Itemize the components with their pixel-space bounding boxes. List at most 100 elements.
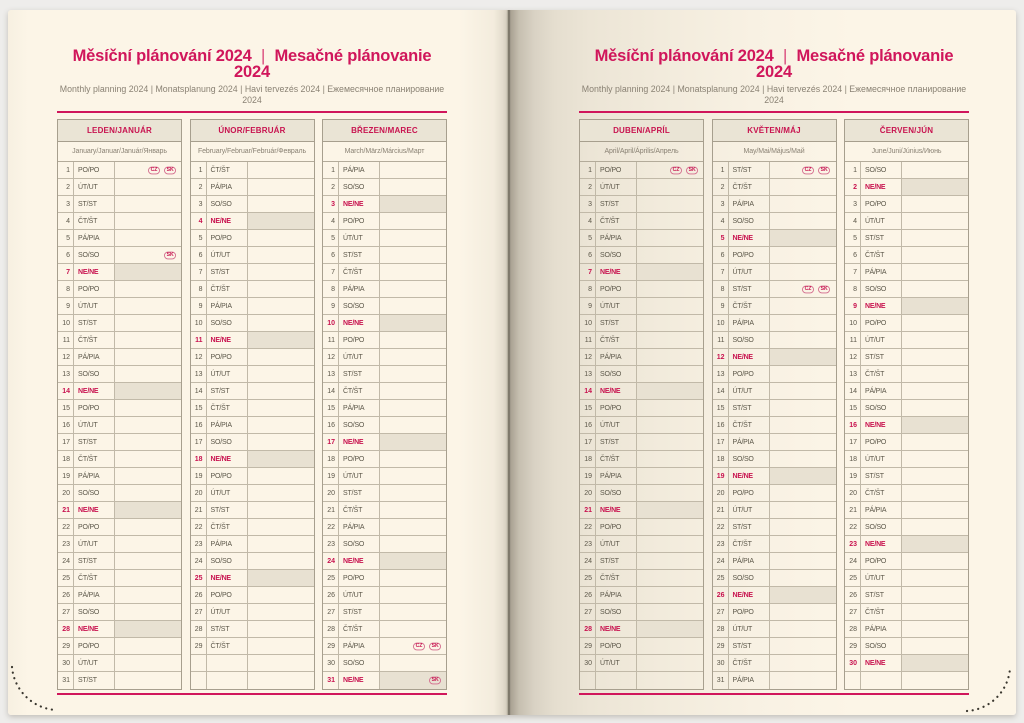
day-number: 31 <box>58 672 74 689</box>
day-row: 15 PÁ/PIA <box>323 400 446 417</box>
day-abbrev: PÁ/PIA <box>339 638 380 654</box>
title-divider: | <box>783 47 788 65</box>
day-note <box>248 400 314 416</box>
day-number: 15 <box>713 400 729 416</box>
day-row: 14 ÚT/UT <box>712 383 836 400</box>
day-note <box>637 264 703 280</box>
day-abbrev: PÁ/PIA <box>339 519 380 535</box>
day-note <box>248 264 314 280</box>
day-number: 27 <box>58 604 74 620</box>
day-number: 14 <box>323 383 339 399</box>
day-number: 9 <box>580 298 596 314</box>
day-note <box>637 604 703 620</box>
day-abbrev: ST/ST <box>861 468 902 484</box>
day-abbrev: SO/SO <box>207 315 248 331</box>
day-note <box>902 162 968 178</box>
day-row: 21 ST/ST <box>190 502 314 519</box>
day-number: 5 <box>191 230 207 246</box>
day-row: 6 ST/ST <box>323 247 446 264</box>
day-row: 10 NE/NE <box>323 315 446 332</box>
day-row: 1 ST/ST CZ SK <box>712 162 836 179</box>
day-abbrev: NE/NE <box>339 672 380 689</box>
day-number: 1 <box>323 162 339 178</box>
month-column: ÚNOR/FEBRUÁR February/Februar/Február/Фев… <box>189 119 315 690</box>
day-number: 15 <box>191 400 207 416</box>
day-abbrev: ÚT/UT <box>339 468 380 484</box>
day-number: 20 <box>580 485 596 501</box>
day-abbrev: SO/SO <box>339 536 380 552</box>
day-abbrev: PÁ/PIA <box>729 553 770 569</box>
day-note <box>248 434 314 450</box>
day-abbrev: PÁ/PIA <box>729 672 770 689</box>
day-note <box>902 332 968 348</box>
day-number: 19 <box>580 468 596 484</box>
day-abbrev: PO/PO <box>729 485 770 501</box>
day-abbrev: ÚT/UT <box>339 587 380 603</box>
day-number: 10 <box>58 315 74 331</box>
day-note <box>902 179 968 195</box>
day-abbrev: SO/SO <box>729 570 770 586</box>
day-abbrev: PÁ/PIA <box>74 349 115 365</box>
holiday-badge-sk: SK <box>818 166 831 174</box>
day-note <box>248 179 314 195</box>
day-number: 24 <box>713 553 729 569</box>
day-number: 27 <box>845 604 861 620</box>
day-row: 23 ČT/ŠT <box>712 536 836 553</box>
day-number: 13 <box>713 366 729 382</box>
day-row: 30 ÚT/UT <box>58 655 181 672</box>
day-row: 21 NE/NE <box>580 502 703 519</box>
top-rule <box>57 111 447 113</box>
title-czech: Měsíční plánování 2024 <box>594 47 774 65</box>
day-number: 21 <box>845 502 861 518</box>
day-row: 29 ČT/ŠT <box>190 638 314 655</box>
day-note <box>902 434 968 450</box>
day-number: 13 <box>580 366 596 382</box>
day-note <box>637 349 703 365</box>
day-row: 13 ČT/ŠT <box>845 366 968 383</box>
day-row: 10 PO/PO <box>845 315 968 332</box>
day-note <box>637 213 703 229</box>
day-number: 6 <box>191 247 207 263</box>
day-number: 23 <box>191 536 207 552</box>
day-note <box>248 485 314 501</box>
day-number: 23 <box>713 536 729 552</box>
day-number: 29 <box>580 638 596 654</box>
day-note <box>770 451 836 467</box>
day-number: 6 <box>323 247 339 263</box>
day-abbrev: PÁ/PIA <box>729 434 770 450</box>
day-abbrev: ČT/ŠT <box>729 655 770 671</box>
day-row: 11 ČT/ŠT <box>58 332 181 349</box>
day-note: SK <box>115 247 181 263</box>
day-abbrev: SO/SO <box>74 366 115 382</box>
day-abbrev: PO/PO <box>207 230 248 246</box>
day-row: 26 ÚT/UT <box>323 587 446 604</box>
day-number: 3 <box>580 196 596 212</box>
day-abbrev: ST/ST <box>74 672 115 689</box>
day-row: 16 ÚT/UT <box>58 417 181 434</box>
day-number: 16 <box>580 417 596 433</box>
day-row: 22 PÁ/PIA <box>323 519 446 536</box>
day-note <box>902 264 968 280</box>
day-number: 6 <box>580 247 596 263</box>
day-note <box>770 247 836 263</box>
bottom-rule <box>579 693 969 695</box>
day-note <box>115 553 181 569</box>
day-abbrev: ČT/ŠT <box>207 638 248 654</box>
day-number: 24 <box>845 553 861 569</box>
day-row: 8 ČT/ŠT <box>190 281 314 298</box>
day-abbrev: NE/NE <box>339 553 380 569</box>
day-abbrev: SO/SO <box>339 417 380 433</box>
day-note <box>770 502 836 518</box>
day-number: 7 <box>323 264 339 280</box>
perforation-dots-left <box>10 665 58 712</box>
day-abbrev: NE/NE <box>339 196 380 212</box>
day-abbrev: NE/NE <box>74 383 115 399</box>
day-abbrev: SO/SO <box>339 655 380 671</box>
day-number: 10 <box>713 315 729 331</box>
day-row: 18 SO/SO <box>712 451 836 468</box>
day-number: 5 <box>323 230 339 246</box>
day-row: 26 PÁ/PIA <box>580 587 703 604</box>
day-note <box>380 230 446 246</box>
day-note <box>637 536 703 552</box>
day-abbrev: NE/NE <box>861 298 902 314</box>
